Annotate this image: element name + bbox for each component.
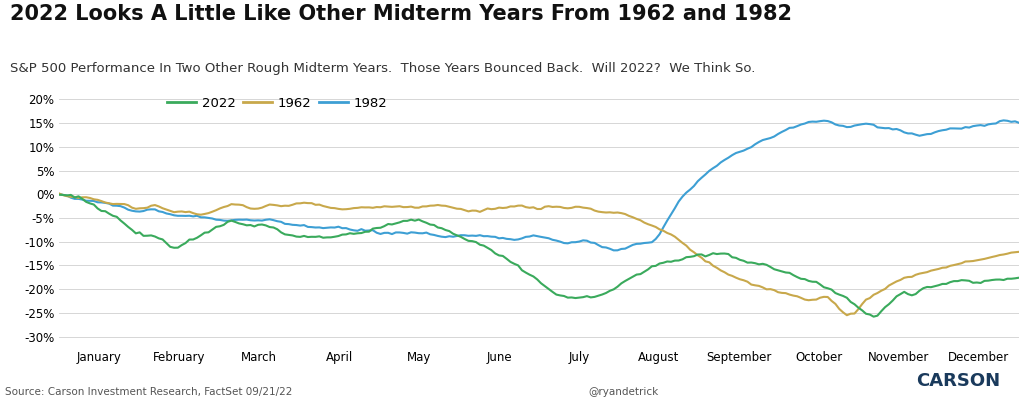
Text: Source: Carson Investment Research, FactSet 09/21/22: Source: Carson Investment Research, Fact… (5, 387, 293, 397)
Text: CARSON: CARSON (916, 372, 1000, 390)
Legend: 2022, 1962, 1982: 2022, 1962, 1982 (162, 92, 392, 115)
Text: @ryandetrick: @ryandetrick (589, 387, 659, 397)
Text: 2022 Looks A Little Like Other Midterm Years From 1962 and 1982: 2022 Looks A Little Like Other Midterm Y… (10, 4, 793, 24)
Text: S&P 500 Performance In Two Other Rough Midterm Years.  Those Years Bounced Back.: S&P 500 Performance In Two Other Rough M… (10, 62, 756, 75)
